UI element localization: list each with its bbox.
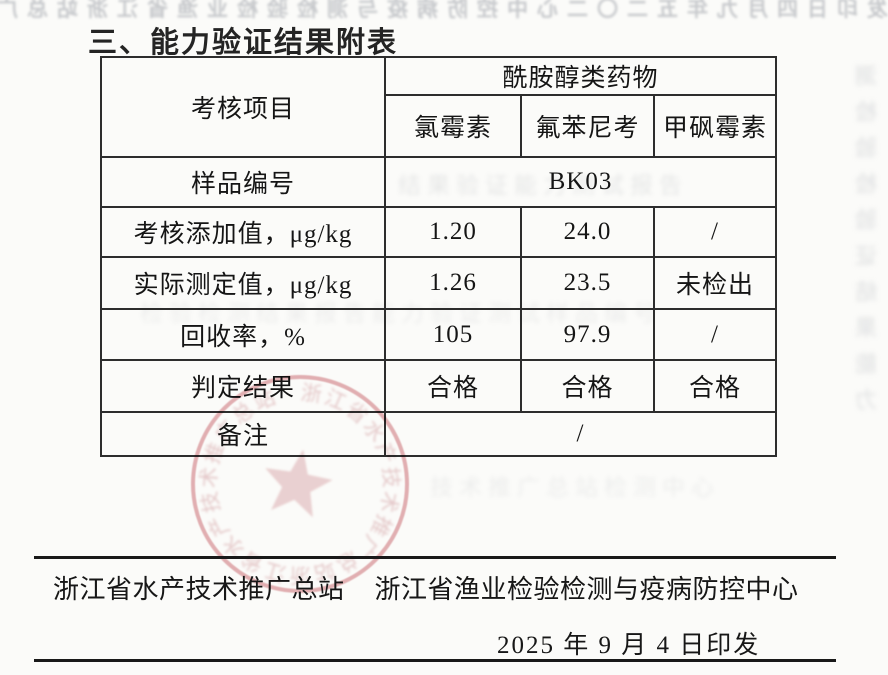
- bleed-through-smudge: 技术推广总站检测中心: [430, 474, 720, 500]
- cell-spiked-florfenicol: 24.0: [520, 206, 655, 258]
- section-title: 三、能力验证结果附表: [88, 27, 399, 59]
- issuer-right: 浙江省渔业检验检测与疫病防控中心: [374, 575, 799, 604]
- cell-remarks: /: [384, 411, 777, 457]
- table-row-sample-id: 样品编号 BK03: [100, 156, 777, 208]
- cell-recovery-chloramphenicol: 105: [384, 308, 522, 361]
- cell-measured-chloramphenicol: 1.26: [384, 256, 522, 310]
- table-row-remarks: 备注 /: [100, 411, 777, 457]
- header-drug-class: 酰胺醇类药物: [384, 56, 777, 96]
- row-label-judgement: 判定结果: [100, 359, 386, 413]
- cell-judgement-florfenicol: 合格: [520, 359, 655, 413]
- row-label-remarks: 备注: [100, 411, 386, 457]
- cell-judgement-chloramphenicol: 合格: [384, 359, 522, 413]
- cell-sample-id: BK03: [384, 156, 777, 208]
- issuer-left: 浙江省水产技术推广总站: [53, 575, 345, 604]
- header-drug-thiamphenicol: 甲砜霉素: [653, 94, 777, 158]
- table-row-header-drugs: 氯霉素 氟苯尼考 甲砜霉素: [101, 94, 777, 158]
- issuing-organizations: 浙江省水产技术推广总站 浙江省渔业检验检测与疫病防控中心: [53, 569, 799, 606]
- row-label-spiked-value: 考核添加值，μg/kg: [100, 206, 386, 258]
- table-row-recovery-rate: 回收率，% 105 97.9 /: [100, 308, 777, 361]
- header-assessment-items: 考核项目: [100, 56, 386, 158]
- table-row-spiked-value: 考核添加值，μg/kg 1.20 24.0 /: [100, 206, 777, 258]
- table-row-measured-value: 实际测定值，μg/kg 1.26 23.5 未检出: [100, 256, 777, 310]
- header-drug-chloramphenicol: 氯霉素: [384, 94, 522, 158]
- row-label-sample-id: 样品编号: [100, 156, 386, 208]
- cell-measured-thiamphenicol: 未检出: [653, 256, 777, 310]
- footer-top-rule: [34, 556, 836, 559]
- cell-recovery-florfenicol: 97.9: [520, 308, 655, 361]
- cell-spiked-chloramphenicol: 1.20: [384, 206, 522, 258]
- proficiency-results-table: 考核项目 酰胺醇类药物 氯霉素 氟苯尼考 甲砜霉素 样品编号 BK03 考核添加…: [100, 56, 777, 457]
- bleed-through-text-right: 测检验检验证结果能力: [855, 64, 880, 424]
- row-label-recovery-rate: 回收率，%: [100, 308, 386, 361]
- cell-recovery-thiamphenicol: /: [653, 308, 777, 361]
- cell-measured-florfenicol: 23.5: [520, 256, 655, 310]
- cell-spiked-thiamphenicol: /: [653, 206, 777, 258]
- issue-date: 2025 年 9 月 4 日印发: [497, 632, 761, 659]
- table-row-judgement: 判定结果 合格 合格 合格: [100, 359, 777, 413]
- cell-judgement-thiamphenicol: 合格: [653, 359, 777, 413]
- header-drug-florfenicol: 氟苯尼考: [520, 94, 655, 158]
- footer-bottom-rule: [34, 659, 836, 662]
- row-label-measured-value: 实际测定值，μg/kg: [100, 256, 386, 310]
- table-row-header-group: 考核项目 酰胺醇类药物: [100, 56, 777, 158]
